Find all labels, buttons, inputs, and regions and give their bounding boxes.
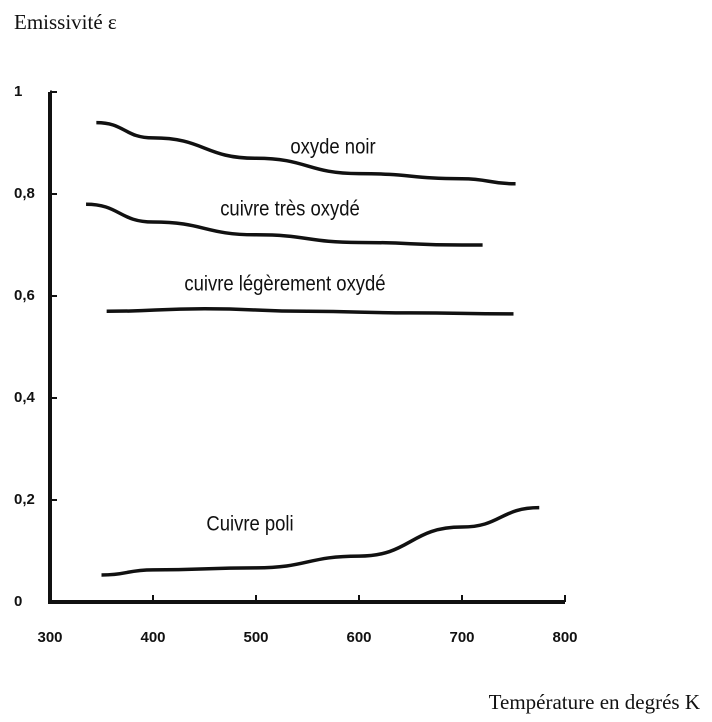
axis-frame [48, 92, 565, 604]
y-tick-label: 0 [14, 593, 22, 610]
y-tick-label: 0,2 [14, 491, 35, 508]
series-label: Cuivre poli [206, 512, 293, 535]
x-tick-label: 400 [140, 629, 165, 646]
curve [86, 202, 483, 247]
x-tick-label: 500 [243, 629, 268, 646]
y-tick-label: 0,4 [14, 389, 36, 406]
x-tick-label: 800 [552, 629, 577, 646]
x-tick-label: 700 [449, 629, 474, 646]
x-tick-label: 300 [37, 629, 62, 646]
series-label: cuivre légèrement oxydé [184, 272, 385, 295]
series-label: oxyde noir [290, 135, 376, 158]
series-label: cuivre très oxydé [220, 197, 360, 220]
curve [96, 120, 516, 186]
x-axis-label: Température en degrés K [489, 690, 700, 714]
y-tick-label: 0,8 [14, 185, 35, 202]
curve [101, 505, 540, 577]
y-axis-label: Emissivité ε [14, 10, 117, 34]
curve [106, 306, 514, 316]
y-tick-label: 0,6 [14, 287, 35, 304]
x-tick-label: 600 [346, 629, 371, 646]
y-tick-label: 1 [14, 83, 22, 100]
